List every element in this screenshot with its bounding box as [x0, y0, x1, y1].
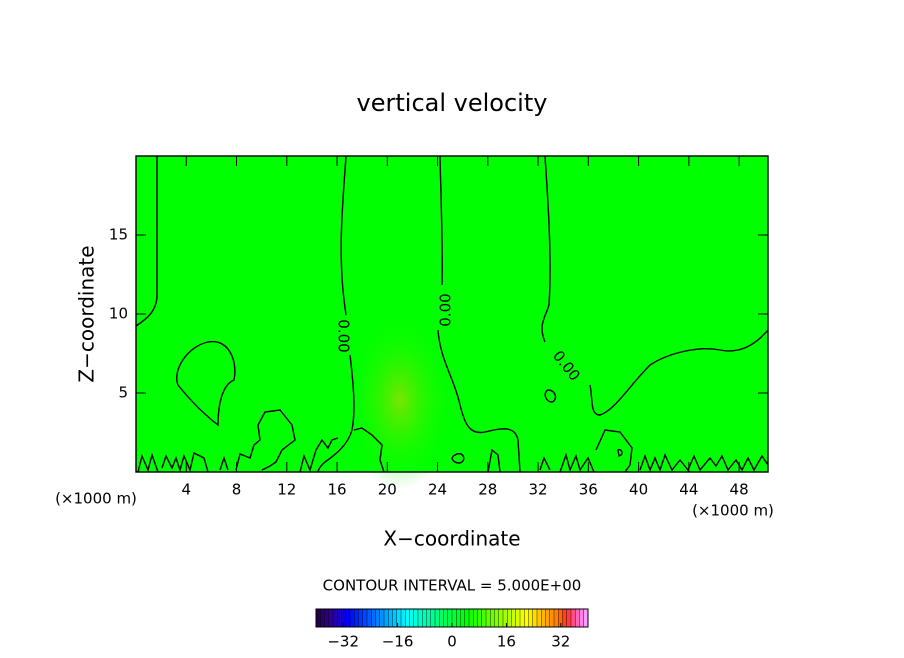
colorbar-swatch — [358, 608, 364, 628]
colorbar-swatch — [549, 608, 555, 628]
colorbar-swatch — [366, 608, 372, 628]
x-tick-label: 36 — [579, 481, 598, 499]
contour-line — [135, 156, 158, 327]
x-tick-label: 44 — [679, 481, 698, 499]
x-tick-label: 4 — [181, 481, 191, 499]
colorbar-swatch — [481, 608, 487, 628]
colorbar-swatch — [464, 608, 470, 628]
contour-label: 0.00 — [335, 319, 353, 352]
x-axis-label: X−coordinate — [383, 527, 520, 551]
colorbar-swatch — [553, 608, 559, 628]
colorbar-swatch — [524, 608, 530, 628]
colorbar-swatch — [375, 608, 381, 628]
colorbar-tick-label: 32 — [551, 633, 570, 651]
colorbar-swatch — [485, 608, 491, 628]
contour-line — [176, 340, 236, 427]
x-tick-label: 28 — [478, 481, 497, 499]
y-tick-label: 5 — [118, 384, 128, 402]
x-tick-label: 40 — [629, 481, 648, 499]
colorbar-swatch — [388, 608, 394, 628]
colorbar-swatch — [392, 608, 398, 628]
colorbar-swatch — [511, 608, 517, 628]
colorbar-swatch — [379, 608, 385, 628]
colorbar-swatch — [430, 608, 436, 628]
contour-line — [317, 155, 355, 473]
x-tick-label: 8 — [232, 481, 242, 499]
colorbar-swatch — [341, 608, 347, 628]
colorbar-swatch — [409, 608, 415, 628]
colorbar-tick-label: 16 — [497, 633, 516, 651]
colorbar-swatch — [519, 608, 525, 628]
colorbar-swatch — [494, 608, 500, 628]
colorbar-swatch — [362, 608, 368, 628]
y-axis-label: Z−coordinate — [75, 245, 99, 382]
colorbar-swatch — [434, 608, 440, 628]
colorbar-swatch — [426, 608, 432, 628]
colorbar-swatch — [383, 608, 389, 628]
x-unit: (×1000 m) — [692, 502, 774, 520]
contour-lines — [135, 155, 769, 473]
x-tick-label: 12 — [277, 481, 296, 499]
colorbar-swatch — [473, 608, 479, 628]
contour-label: 0.00 — [437, 293, 455, 326]
colorbar-swatch — [570, 608, 576, 628]
colorbar-swatch — [490, 608, 496, 628]
colorbar-tick-label: −32 — [327, 633, 359, 651]
colorbar-tick-label: −16 — [382, 633, 414, 651]
contour-line — [451, 389, 623, 464]
field-shading — [345, 310, 455, 490]
x-tick-label: 24 — [428, 481, 447, 499]
contour-line — [541, 155, 769, 416]
colorbar-swatch — [349, 608, 355, 628]
colorbar-swatch — [315, 608, 321, 628]
colorbar-swatch — [417, 608, 423, 628]
colorbar-swatch — [536, 608, 542, 628]
colorbar-swatch — [498, 608, 504, 628]
colorbar-swatch — [328, 608, 334, 628]
chart-title: vertical velocity — [357, 89, 548, 117]
contour-interval: CONTOUR INTERVAL = 5.000E+00 — [323, 577, 582, 595]
x-tick-label: 32 — [529, 481, 548, 499]
colorbar-swatch — [468, 608, 474, 628]
colorbar-swatch — [532, 608, 538, 628]
colorbar-swatch — [405, 608, 411, 628]
colorbar-swatch — [345, 608, 351, 628]
colorbar-swatch — [579, 608, 585, 628]
colorbar-swatch — [320, 608, 326, 628]
y-tick-label: 10 — [109, 305, 128, 323]
colorbar-swatch — [507, 608, 513, 628]
colorbar-swatch — [545, 608, 551, 628]
colorbar-swatch — [528, 608, 534, 628]
x-tick-label: 16 — [327, 481, 346, 499]
colorbar-swatch — [456, 608, 462, 628]
colorbar-swatch — [541, 608, 547, 628]
colorbar-swatch — [439, 608, 445, 628]
colorbar-swatch — [324, 608, 330, 628]
colorbar-swatch — [451, 608, 457, 628]
colorbar-swatch — [566, 608, 572, 628]
colorbar-swatch — [477, 608, 483, 628]
colorbar-swatch — [400, 608, 406, 628]
contour-line — [137, 409, 769, 473]
colorbar-swatch — [443, 608, 449, 628]
y-tick-label: 15 — [109, 226, 128, 244]
colorbar-tick-label: 0 — [447, 633, 457, 651]
colorbar-swatch — [371, 608, 377, 628]
colorbar-swatch — [354, 608, 360, 628]
colorbar-swatch — [562, 608, 568, 628]
colorbar-swatch — [460, 608, 466, 628]
colorbar-swatch — [332, 608, 338, 628]
x-tick-label: 20 — [378, 481, 397, 499]
colorbar-swatch — [413, 608, 419, 628]
y-unit: (×1000 m) — [55, 490, 137, 508]
colorbar-swatch — [337, 608, 343, 628]
colorbar-swatch — [575, 608, 581, 628]
colorbar-swatch — [422, 608, 428, 628]
contour-line — [437, 155, 521, 473]
x-tick-label: 48 — [730, 481, 749, 499]
colorbar-swatch — [515, 608, 521, 628]
